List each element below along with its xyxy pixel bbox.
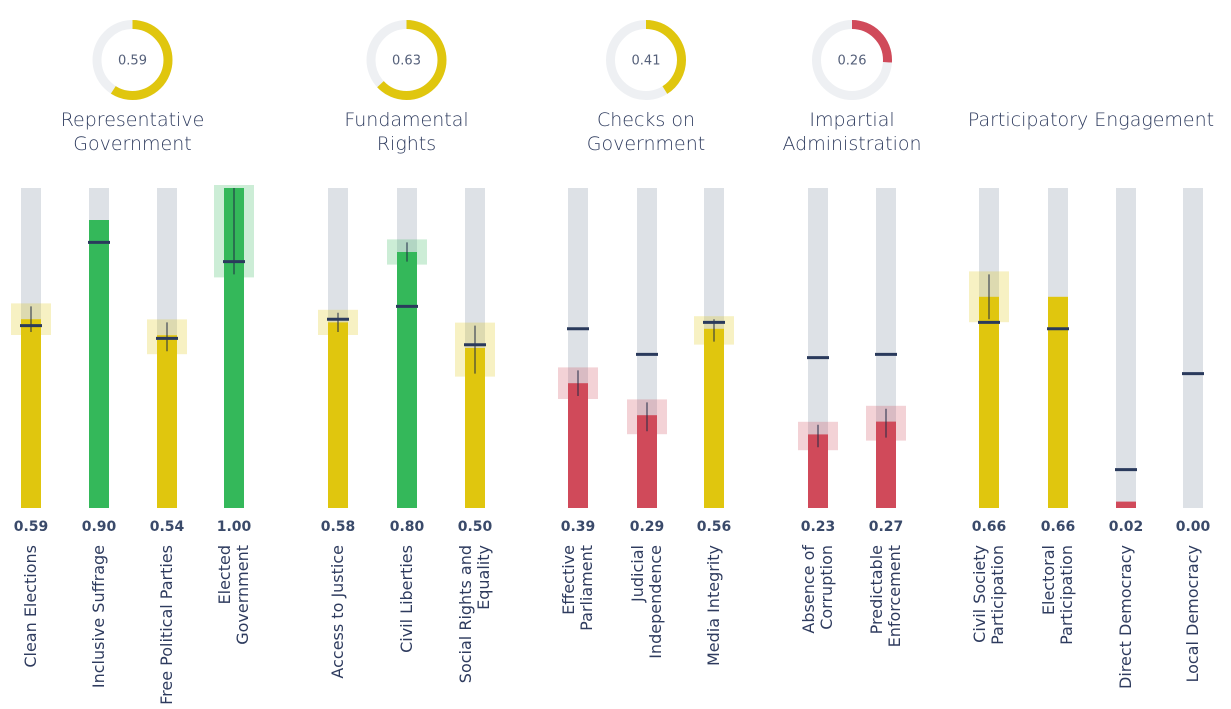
donut-score: 0.63: [392, 54, 421, 69]
bar-track: [1116, 188, 1136, 508]
bar: [808, 434, 828, 508]
bar-track: [1183, 188, 1203, 508]
category-label: Inclusive Suffrage: [89, 545, 108, 689]
bar: [704, 328, 724, 508]
category-label: Local Democracy: [1183, 545, 1202, 683]
bar: [328, 322, 348, 508]
bar: [979, 296, 999, 508]
donut-arc: [366, 20, 447, 100]
value-label: 0.80: [389, 519, 425, 535]
category-label: Free Political Parties: [157, 545, 176, 705]
category-label: Judicial Independence: [628, 545, 665, 659]
donut-score: 0.41: [632, 54, 661, 69]
bar: [637, 415, 657, 508]
value-label: 0.90: [81, 519, 117, 535]
group-title: Impartial Administration: [782, 109, 922, 155]
value-label: 0.39: [560, 519, 596, 535]
donut-arc: [812, 20, 892, 100]
group-title: Representative Government: [60, 109, 205, 155]
bar: [21, 319, 41, 508]
bar: [465, 348, 485, 508]
value-label: 1.00: [216, 519, 252, 535]
category-label: Elected Government: [215, 545, 252, 645]
value-label: 0.50: [457, 519, 493, 535]
bar-track: [808, 188, 828, 508]
value-label: 0.29: [629, 519, 665, 535]
category-label: Effective Parliament: [559, 545, 596, 631]
category-label: Social Rights and Equality: [456, 545, 493, 684]
donut-score: 0.59: [118, 54, 147, 69]
bar: [876, 421, 896, 508]
value-label: 0.00: [1175, 519, 1211, 535]
category-label: Media Integrity: [704, 545, 723, 667]
value-label: 0.66: [1040, 519, 1076, 535]
category-label: Predictable Enforcement: [867, 545, 904, 648]
value-label: 0.59: [13, 519, 49, 535]
bar: [224, 188, 244, 508]
donut-arc: [92, 20, 173, 100]
value-label: 0.58: [320, 519, 356, 535]
value-label: 0.54: [149, 519, 185, 535]
bar: [568, 383, 588, 508]
group-title: Checks on Government: [586, 109, 706, 155]
bar: [1116, 501, 1136, 508]
donut-arc: [606, 20, 686, 100]
group-title: Fundamental Rights: [344, 109, 469, 155]
value-label: 0.27: [868, 519, 904, 535]
bar: [397, 252, 417, 508]
donut-score: 0.26: [838, 54, 867, 69]
value-label: 0.02: [1108, 519, 1144, 535]
category-label: Clean Elections: [21, 545, 40, 668]
category-label: Absence of Corruption: [799, 545, 836, 634]
category-label: Civil Liberties: [397, 545, 416, 653]
group-title: Participatory Engagement: [967, 109, 1215, 131]
bar: [1048, 296, 1068, 508]
category-label: Civil Society Participation: [970, 545, 1007, 645]
value-label: 0.23: [800, 519, 836, 535]
bar: [89, 220, 109, 508]
category-label: Electoral Participation: [1039, 545, 1076, 645]
category-label: Direct Democracy: [1116, 545, 1135, 689]
bar: [157, 335, 177, 508]
category-label: Access to Justice: [328, 545, 347, 679]
value-label: 0.56: [696, 519, 732, 535]
value-label: 0.66: [971, 519, 1007, 535]
